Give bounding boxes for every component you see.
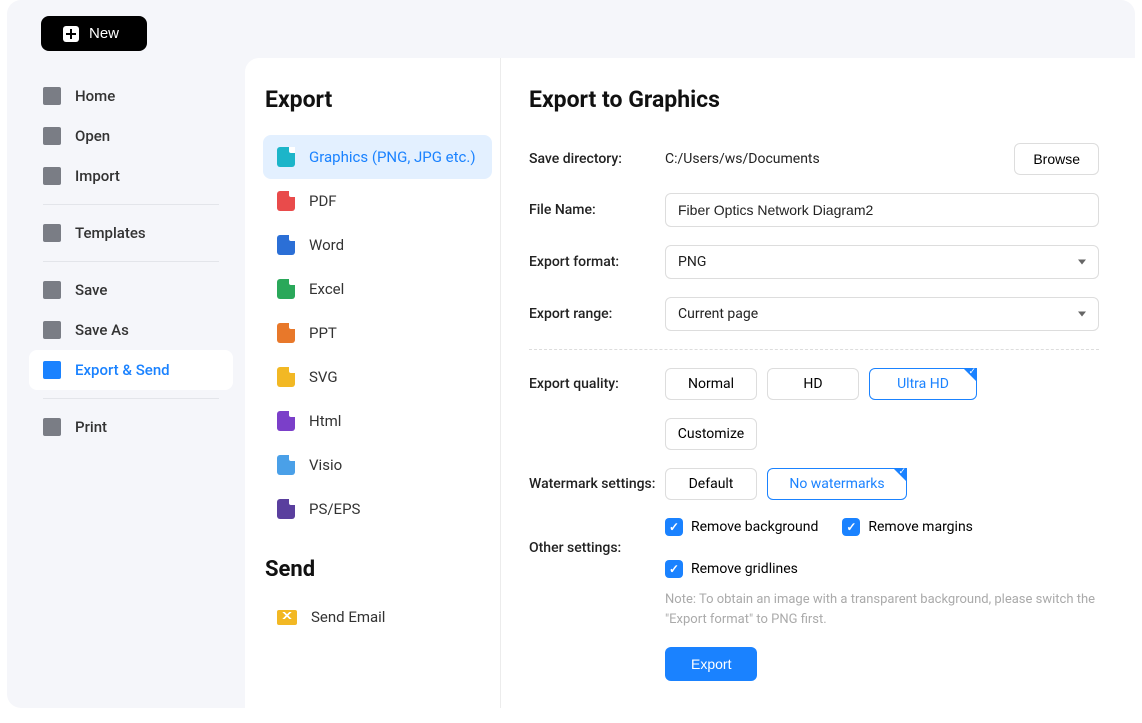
save-icon <box>43 281 61 299</box>
format-item-ps-eps[interactable]: PS/EPS <box>263 487 492 531</box>
checkbox-remove-background[interactable]: ✓ Remove background <box>665 518 818 536</box>
sidebar: Home Open Import Templates Save Save As Export… <box>7 58 245 708</box>
settings-panel: Export to Graphics Save directory: C:/Us… <box>501 58 1135 708</box>
export-send-icon <box>43 361 61 379</box>
import-icon <box>43 167 61 185</box>
format-item-label: PPT <box>309 324 337 342</box>
sidebar-item-templates[interactable]: Templates <box>29 213 233 253</box>
format-item-label: PDF <box>309 192 337 210</box>
file-icon <box>277 235 295 255</box>
sidebar-item-label: Import <box>75 167 120 185</box>
format-item-label: SVG <box>309 368 338 386</box>
templates-icon <box>43 224 61 242</box>
format-item-pdf[interactable]: PDF <box>263 179 492 223</box>
format-select[interactable]: PNG <box>665 245 1099 279</box>
file-icon <box>277 411 295 431</box>
sidebar-item-label: Save <box>75 281 107 299</box>
new-label: New <box>89 25 119 42</box>
format-item-label: Word <box>309 236 344 254</box>
export-heading: Export <box>263 86 492 113</box>
customize-button[interactable]: Customize <box>665 418 757 450</box>
save-dir-label: Save directory: <box>529 151 665 167</box>
sidebar-item-import[interactable]: Import <box>29 156 233 196</box>
watermark-no-watermarks[interactable]: No watermarks <box>767 468 907 500</box>
file-icon <box>277 279 295 299</box>
file-icon <box>277 191 295 211</box>
send-heading: Send <box>265 557 492 582</box>
file-icon <box>277 499 295 519</box>
quality-ultra-hd[interactable]: Ultra HD <box>869 368 977 400</box>
format-item-ppt[interactable]: PPT <box>263 311 492 355</box>
file-icon <box>277 323 295 343</box>
topbar: New <box>7 0 1135 58</box>
home-icon <box>43 87 61 105</box>
format-item-visio[interactable]: Visio <box>263 443 492 487</box>
sidebar-item-label: Home <box>75 87 115 105</box>
format-item-label: Excel <box>309 280 344 298</box>
format-item-label: Visio <box>309 456 342 474</box>
sidebar-item-label: Save As <box>75 321 129 339</box>
browse-button[interactable]: Browse <box>1014 143 1099 175</box>
format-item-word[interactable]: Word <box>263 223 492 267</box>
mail-icon <box>277 610 297 625</box>
format-item-graphics-png-jpg-etc[interactable]: Graphics (PNG, JPG etc.) <box>263 135 492 179</box>
print-icon <box>43 418 61 436</box>
sidebar-item-export-send[interactable]: Export & Send <box>29 350 233 390</box>
filename-input[interactable] <box>665 193 1099 227</box>
checkbox-label: Remove background <box>691 519 818 535</box>
sidebar-item-print[interactable]: Print <box>29 407 233 447</box>
export-column: Export Graphics (PNG, JPG etc.) PDF Word Ex… <box>245 58 501 708</box>
plus-icon <box>63 26 79 42</box>
check-icon: ✓ <box>665 560 683 578</box>
watermark-default[interactable]: Default <box>665 468 757 500</box>
sidebar-item-label: Print <box>75 418 107 436</box>
send-item-label: Send Email <box>311 608 385 626</box>
check-icon: ✓ <box>665 518 683 536</box>
sidebar-item-save-as[interactable]: Save As <box>29 310 233 350</box>
settings-heading: Export to Graphics <box>529 86 1099 113</box>
checkbox-label: Remove margins <box>868 519 973 535</box>
format-item-label: PS/EPS <box>309 500 360 518</box>
file-icon <box>277 147 295 167</box>
sidebar-item-save[interactable]: Save <box>29 270 233 310</box>
range-label: Export range: <box>529 306 665 322</box>
file-icon <box>277 455 295 475</box>
filename-label: File Name: <box>529 202 665 218</box>
new-button[interactable]: New <box>41 16 147 51</box>
range-select[interactable]: Current page <box>665 297 1099 331</box>
format-item-svg[interactable]: SVG <box>263 355 492 399</box>
save-as-icon <box>43 321 61 339</box>
export-button[interactable]: Export <box>665 647 757 681</box>
save-dir-value: C:/Users/ws/Documents <box>665 151 1004 167</box>
checkbox-remove-gridlines[interactable]: ✓ Remove gridlines <box>665 560 798 578</box>
sidebar-item-home[interactable]: Home <box>29 76 233 116</box>
note-text: Note: To obtain an image with a transpar… <box>665 590 1099 629</box>
checkbox-label: Remove gridlines <box>691 561 798 577</box>
check-icon: ✓ <box>842 518 860 536</box>
open-icon <box>43 127 61 145</box>
sidebar-item-label: Export & Send <box>75 361 170 379</box>
format-label: Export format: <box>529 254 665 270</box>
format-item-label: Html <box>309 412 341 430</box>
quality-label: Export quality: <box>529 376 665 392</box>
file-icon <box>277 367 295 387</box>
watermark-label: Watermark settings: <box>529 476 665 492</box>
other-label: Other settings: <box>529 540 665 556</box>
format-item-html[interactable]: Html <box>263 399 492 443</box>
quality-normal[interactable]: Normal <box>665 368 757 400</box>
checkbox-remove-margins[interactable]: ✓ Remove margins <box>842 518 973 536</box>
divider <box>529 349 1099 350</box>
send-email-item[interactable]: Send Email <box>263 596 492 638</box>
sidebar-item-label: Templates <box>75 224 146 242</box>
format-item-label: Graphics (PNG, JPG etc.) <box>309 148 476 166</box>
sidebar-item-label: Open <box>75 127 110 145</box>
sidebar-item-open[interactable]: Open <box>29 116 233 156</box>
quality-hd[interactable]: HD <box>767 368 859 400</box>
format-item-excel[interactable]: Excel <box>263 267 492 311</box>
